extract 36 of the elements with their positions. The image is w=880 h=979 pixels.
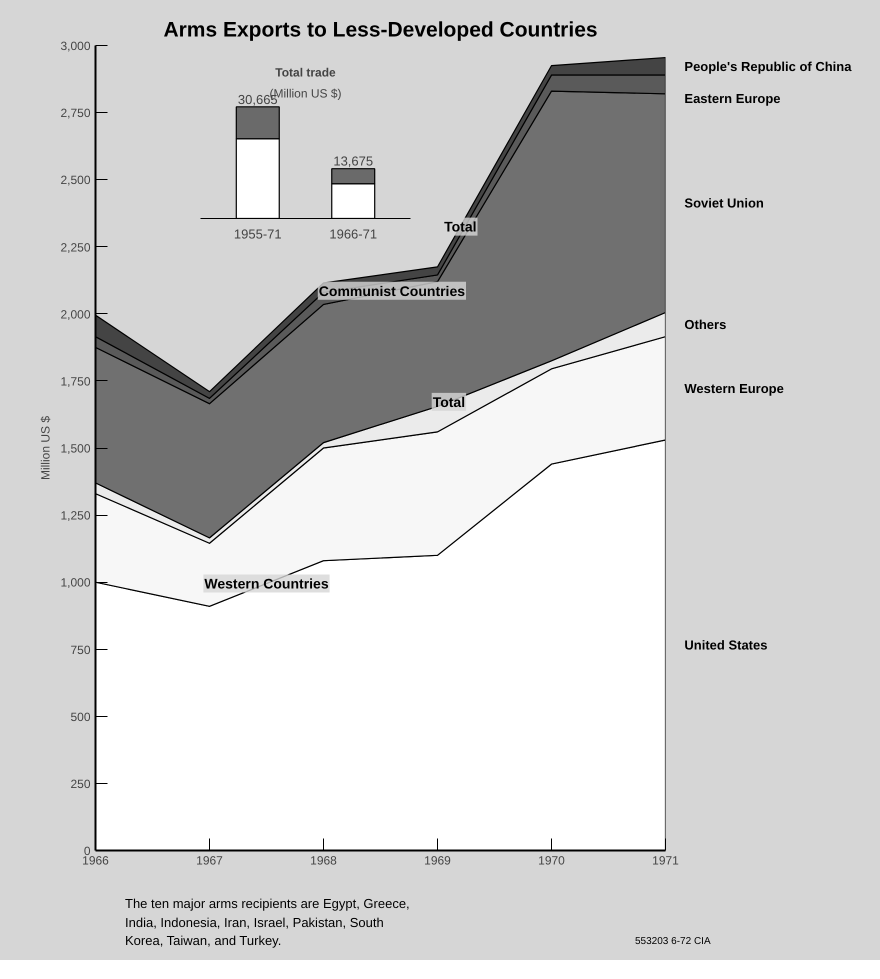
y-tick-label: 2,000 xyxy=(60,307,91,322)
chart-title: Arms Exports to Less-Developed Countries xyxy=(163,18,598,42)
y-tick-label: 250 xyxy=(70,776,91,791)
series-label: Soviet Union xyxy=(684,196,764,211)
y-tick-label: 3,000 xyxy=(60,39,91,53)
x-tick-label: 1966 xyxy=(82,854,110,868)
y-tick-label: 1,750 xyxy=(60,374,91,388)
x-tick-label: 1967 xyxy=(196,854,224,868)
x-tick-label: 1955-71 xyxy=(234,226,282,242)
annotation: Total xyxy=(444,218,477,235)
series-label: Others xyxy=(684,317,726,332)
series-label: United States xyxy=(684,638,768,653)
annotation: Communist Countries xyxy=(318,282,466,299)
chart-title: Total trade xyxy=(275,66,336,80)
annotation: Western Countries xyxy=(204,576,329,592)
y-tick-label: 1,500 xyxy=(60,442,91,456)
y-tick-label: 1,250 xyxy=(60,508,91,523)
text: 553203 6-72 CIA xyxy=(635,935,711,949)
y-axis-title: Million US $ xyxy=(38,416,52,480)
series-label: Western Europe xyxy=(684,380,784,396)
y-tick-label: 2,250 xyxy=(60,240,91,254)
y-tick-label: 1,000 xyxy=(60,576,91,590)
x-tick-label: 1971 xyxy=(652,854,680,868)
series-label: Eastern Europe xyxy=(684,90,780,106)
x-tick-label: 1966-71 xyxy=(329,226,378,242)
x-tick-label: 1969 xyxy=(424,854,452,868)
annotation: Total xyxy=(432,394,466,410)
x-tick-label: 1970 xyxy=(538,854,566,868)
annotation: 13,675 xyxy=(333,154,374,169)
y-tick-label: 750 xyxy=(70,642,91,657)
y-tick-label: 500 xyxy=(70,710,91,724)
y-tick-label: 2,500 xyxy=(60,173,91,188)
x-tick-label: 1968 xyxy=(310,854,338,868)
series-label: People's Republic of China xyxy=(684,58,852,74)
text: The ten major arms recipients are Egypt, Greece, India, Indonesia, Iran, Israel, Pakistan, South Korea, Taiwan, and Turkey. xyxy=(125,895,411,950)
y-tick-label: 2,750 xyxy=(60,106,91,120)
